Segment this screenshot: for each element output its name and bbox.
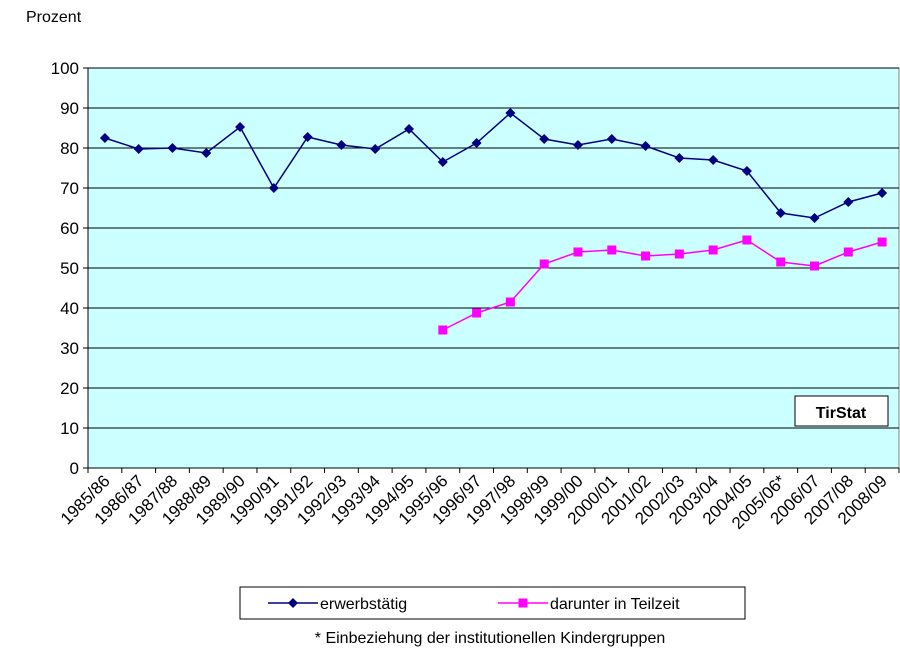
y-tick-label: 70 bbox=[60, 179, 79, 198]
y-tick-label: 50 bbox=[60, 259, 79, 278]
marker bbox=[539, 134, 550, 144]
y-tick-label: 80 bbox=[60, 139, 79, 158]
marker bbox=[438, 325, 448, 335]
y-axis-label: Prozent bbox=[26, 9, 82, 26]
marker bbox=[518, 598, 528, 608]
marker bbox=[810, 261, 820, 271]
marker bbox=[775, 208, 786, 218]
marker bbox=[877, 237, 887, 247]
marker bbox=[302, 132, 313, 142]
annotation-box bbox=[794, 395, 889, 427]
marker bbox=[505, 297, 515, 307]
y-tick-label: 20 bbox=[60, 379, 79, 398]
marker bbox=[776, 257, 786, 267]
y-tick-label: 10 bbox=[60, 419, 79, 438]
y-tick-label: 100 bbox=[51, 59, 79, 78]
marker bbox=[201, 148, 212, 158]
y-tick-label: 0 bbox=[70, 459, 79, 478]
series-line bbox=[442, 239, 883, 331]
marker bbox=[572, 140, 583, 150]
series-line bbox=[104, 112, 883, 219]
legend-label: erwerbstätig bbox=[320, 596, 407, 613]
marker bbox=[641, 251, 651, 261]
marker bbox=[288, 598, 298, 608]
marker bbox=[640, 141, 651, 151]
marker bbox=[674, 153, 685, 163]
marker bbox=[708, 245, 718, 255]
legend bbox=[239, 586, 746, 620]
y-tick-label: 90 bbox=[60, 99, 79, 118]
marker bbox=[742, 235, 752, 245]
marker bbox=[336, 140, 347, 150]
marker bbox=[809, 213, 820, 223]
y-tick-label: 60 bbox=[60, 219, 79, 238]
marker bbox=[404, 124, 415, 134]
marker bbox=[437, 157, 448, 167]
marker bbox=[741, 166, 752, 176]
marker bbox=[472, 308, 482, 318]
marker bbox=[133, 144, 144, 154]
legend-label: darunter in Teilzeit bbox=[550, 596, 680, 613]
annotation: TirStat bbox=[816, 405, 867, 422]
marker bbox=[843, 247, 853, 257]
y-tick-label: 40 bbox=[60, 299, 79, 318]
marker bbox=[843, 197, 854, 207]
marker bbox=[268, 183, 279, 193]
marker bbox=[505, 108, 516, 118]
marker bbox=[877, 188, 888, 198]
footnote: * Einbeziehung der institutionellen Kind… bbox=[315, 630, 665, 647]
marker bbox=[606, 134, 617, 144]
marker bbox=[99, 133, 110, 143]
y-tick-label: 30 bbox=[60, 339, 79, 358]
marker bbox=[674, 249, 684, 259]
marker bbox=[708, 155, 719, 165]
marker bbox=[607, 245, 617, 255]
marker bbox=[167, 143, 178, 153]
marker bbox=[370, 144, 381, 154]
marker bbox=[235, 122, 246, 132]
marker bbox=[573, 247, 583, 257]
marker bbox=[471, 138, 482, 148]
marker bbox=[539, 259, 549, 269]
